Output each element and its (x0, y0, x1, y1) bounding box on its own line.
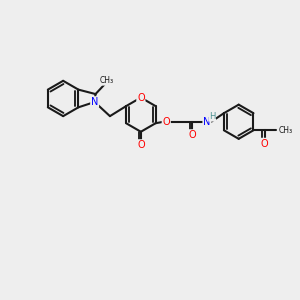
Text: O: O (188, 130, 196, 140)
Text: O: O (162, 117, 170, 127)
Text: O: O (137, 140, 145, 150)
Text: N: N (91, 97, 98, 107)
Text: O: O (261, 139, 268, 148)
Text: H: H (209, 112, 215, 121)
Text: O: O (137, 93, 145, 103)
Text: CH₃: CH₃ (278, 126, 292, 135)
Text: N: N (203, 117, 211, 127)
Text: CH₃: CH₃ (100, 76, 114, 85)
